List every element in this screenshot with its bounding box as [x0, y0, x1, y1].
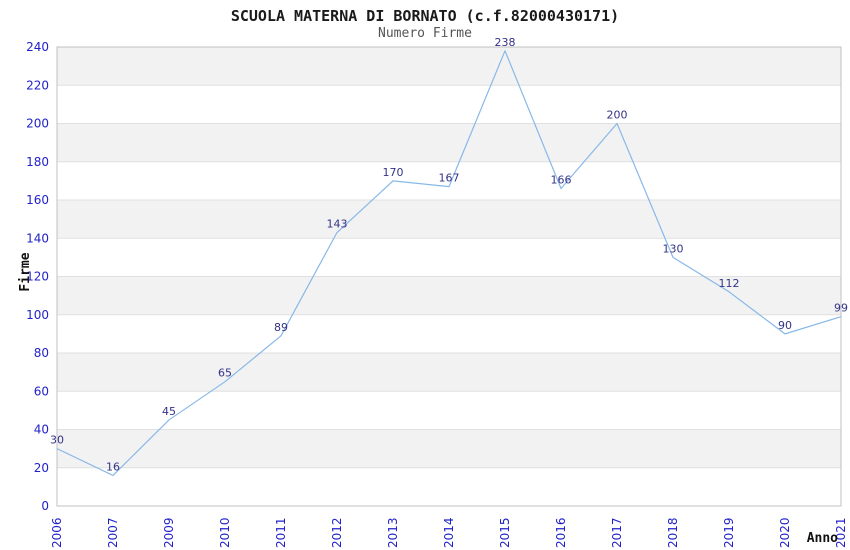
x-tick-label: 2012 — [330, 517, 344, 548]
y-tick-label: 180 — [26, 155, 49, 169]
data-point-label: 30 — [50, 434, 64, 447]
x-tick-label: 2018 — [666, 517, 680, 548]
x-tick-label: 2021 — [834, 517, 848, 548]
plot-band — [57, 123, 841, 162]
data-point-label: 167 — [439, 172, 460, 185]
y-tick-label: 40 — [34, 423, 49, 437]
data-point-label: 166 — [551, 174, 572, 187]
plot-band — [57, 429, 841, 468]
data-point-label: 65 — [218, 367, 232, 380]
y-tick-label: 100 — [26, 308, 49, 322]
series-layer: 30 16 45 65 89 143 170 167 238 166 200 130 112 90 99 — [50, 36, 848, 476]
plot-band — [57, 276, 841, 315]
x-tick-label: 2013 — [386, 517, 400, 548]
x-tick-label: 2015 — [498, 517, 512, 548]
data-point-label: 112 — [719, 277, 740, 290]
x-tick-label: 2017 — [610, 517, 624, 548]
y-tick-label: 120 — [26, 270, 49, 284]
y-axis-label: Firme — [18, 252, 33, 291]
x-tick-label: 2020 — [778, 517, 792, 548]
gridlines-layer — [56, 46, 842, 507]
y-tick-label: 0 — [41, 499, 49, 513]
x-tick-label: 2009 — [162, 517, 176, 548]
data-point-label: 143 — [327, 218, 348, 231]
ticks-layer: 0 20 40 60 80 100 120 140 160 180 200 220 240 2006 200… — [26, 40, 848, 548]
x-tick-label: 2011 — [274, 517, 288, 548]
data-point-label: 130 — [663, 242, 684, 255]
data-point-label: 16 — [106, 460, 120, 473]
y-tick-label: 140 — [26, 231, 49, 245]
plot-band — [57, 47, 841, 86]
y-tick-label: 80 — [34, 346, 49, 360]
y-tick-label: 200 — [26, 117, 49, 131]
x-tick-label: 2016 — [554, 517, 568, 548]
chart-subtitle: Numero Firme — [378, 26, 472, 41]
x-tick-label: 2006 — [50, 517, 64, 548]
y-tick-label: 60 — [34, 384, 49, 398]
data-point-label: 45 — [162, 405, 176, 418]
data-point-label: 89 — [274, 321, 288, 334]
x-axis-label: Anno — [807, 531, 838, 546]
x-tick-label: 2010 — [218, 517, 232, 548]
y-tick-label: 240 — [26, 40, 49, 54]
y-tick-label: 20 — [34, 461, 49, 475]
data-point-label: 170 — [383, 166, 404, 179]
chart-title: SCUOLA MATERNA DI BORNATO (c.f.820004301… — [230, 7, 620, 25]
data-line — [56, 50, 842, 476]
plot-border — [56, 46, 842, 507]
data-point-label: 200 — [607, 109, 628, 122]
plot-band — [57, 353, 841, 392]
x-tick-label: 2019 — [722, 517, 736, 548]
y-tick-label: 220 — [26, 78, 49, 92]
plot-band — [57, 200, 841, 239]
y-tick-label: 160 — [26, 193, 49, 207]
data-point-label: 238 — [495, 36, 516, 49]
plot-bands-layer — [57, 47, 841, 468]
x-tick-label: 2014 — [442, 517, 456, 548]
data-point-label: 99 — [834, 302, 848, 315]
data-point-label: 90 — [778, 319, 792, 332]
x-tick-label: 2007 — [106, 517, 120, 548]
